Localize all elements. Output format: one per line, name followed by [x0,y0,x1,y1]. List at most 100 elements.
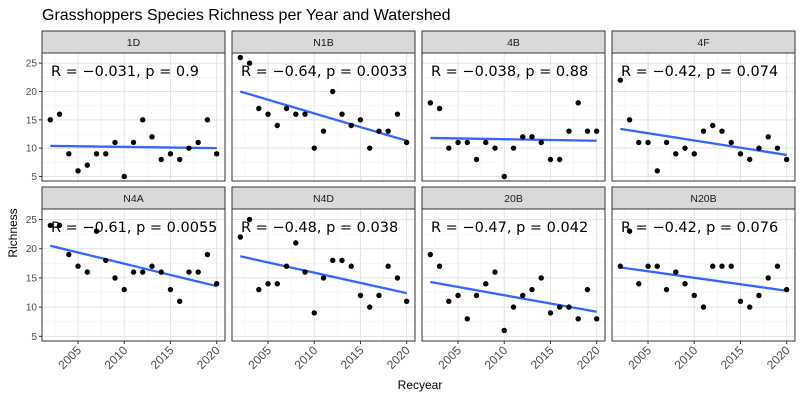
data-point [557,304,563,310]
data-point [158,269,164,275]
data-point [293,111,299,117]
data-point [339,257,345,264]
data-point [177,298,183,304]
data-point [682,281,688,287]
data-point [455,139,461,146]
data-point [529,286,535,293]
data-point [700,304,707,310]
facet-strip-label: N20B [690,193,716,205]
data-point [747,304,753,310]
data-point [357,117,364,123]
data-point [140,117,146,123]
data-point [140,269,146,275]
data-point [492,269,498,275]
plot-area [422,209,605,341]
facet-panel-1d: 1D R = −0.031, p = 0.9 5 10 15 20 25 [26,30,226,183]
data-point [265,111,271,117]
panel-border [421,208,606,342]
data-point [575,316,581,322]
data-point [130,269,137,275]
data-point [84,162,90,168]
data-point [617,263,624,269]
data-point [394,111,401,117]
data-point [339,111,345,117]
data-point [56,111,63,117]
chart-title: Grasshoppers Species Richness per Year a… [42,7,451,24]
data-point [195,139,201,146]
data-point [367,304,373,310]
data-point [464,139,470,146]
data-point [557,156,563,163]
data-point [728,263,734,269]
plot-area [42,209,225,341]
data-point [246,60,253,66]
data-point [584,128,591,134]
facet-strip-label: 4F [697,37,709,49]
y-tick-label: 20 [26,87,38,98]
data-point [256,286,262,293]
y-tick-label: 5 [31,172,37,183]
data-point [547,310,554,316]
data-point [520,292,526,299]
data-point [302,111,308,117]
data-point [566,304,572,310]
data-point [538,275,544,281]
data-point [774,145,781,151]
panel-border [421,52,606,182]
y-tick-label: 20 [26,244,38,255]
regression-line [50,244,217,288]
y-tick-label: 15 [26,273,38,284]
y-tick-label: 25 [26,59,38,70]
data-point [691,151,697,157]
data-point [121,286,127,293]
data-point [636,139,642,146]
plot-area [422,53,605,181]
data-point [311,310,317,316]
data-point [538,139,544,146]
data-point [473,156,480,163]
data-point [728,139,734,146]
data-point [394,275,401,281]
y-tick-label: 10 [26,303,38,314]
data-point [177,156,183,163]
data-point [566,128,572,134]
facet-panel-n1b: N1B R = −0.64, p = 0.0033 [231,30,416,182]
data-point [357,292,364,299]
data-point [376,292,382,299]
correlation-annotation: R = −0.031, p = 0.9 [51,64,199,80]
data-point [367,145,373,151]
data-point [47,117,54,123]
plot-area [612,209,795,341]
data-point [385,128,391,134]
data-point [547,156,554,163]
data-point [204,251,211,258]
data-point [654,263,660,269]
data-point [446,145,452,151]
y-tick-label: 25 [26,215,38,226]
data-point [446,298,452,304]
data-point [213,281,220,287]
data-point [455,292,461,299]
data-point [274,122,280,129]
plot-area [612,53,795,181]
data-point [348,263,354,269]
data-point [654,168,660,174]
facet-panels: 1D R = −0.031, p = 0.9 5 10 15 20 25 N1B R = −0.… [26,30,796,372]
data-point [626,117,633,123]
data-point [204,117,211,123]
data-point [330,257,336,264]
panel-border [41,208,226,342]
correlation-annotation: R = −0.47, p = 0.042 [431,220,588,236]
data-point [376,128,382,134]
data-point [520,134,526,140]
data-point [483,281,489,287]
regression-line [620,266,787,292]
data-point [492,145,498,151]
data-point [783,156,790,163]
plot-area [42,53,225,181]
data-point [691,292,697,299]
data-point [593,128,600,134]
data-point [673,151,679,157]
